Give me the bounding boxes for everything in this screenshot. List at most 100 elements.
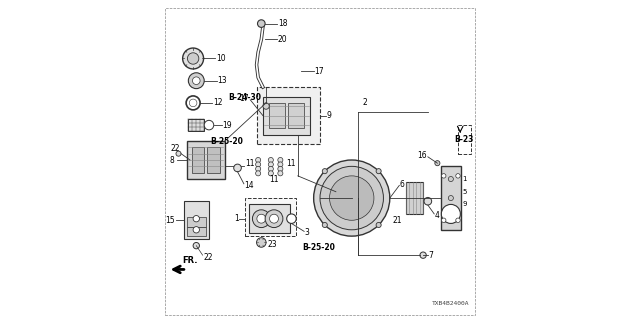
Circle shape (186, 96, 200, 110)
Circle shape (456, 218, 460, 222)
Circle shape (442, 204, 460, 223)
Circle shape (376, 222, 381, 228)
Text: 9: 9 (462, 201, 467, 207)
Bar (288, 103, 304, 128)
Text: 18: 18 (278, 19, 287, 28)
Circle shape (278, 162, 283, 167)
Text: 8: 8 (170, 156, 175, 164)
Circle shape (448, 196, 453, 201)
Circle shape (268, 162, 273, 167)
Text: TXB4B2400A: TXB4B2400A (431, 301, 469, 306)
Text: 17: 17 (239, 94, 248, 103)
Text: 14: 14 (244, 181, 254, 190)
Circle shape (182, 48, 204, 69)
Circle shape (323, 222, 327, 228)
Circle shape (435, 161, 440, 166)
Text: 6: 6 (400, 180, 405, 189)
Circle shape (442, 174, 446, 178)
Bar (406, 182, 423, 214)
Circle shape (278, 157, 283, 163)
Circle shape (420, 252, 426, 258)
Text: 23: 23 (268, 240, 277, 249)
Circle shape (252, 210, 270, 228)
Circle shape (448, 177, 453, 181)
Text: 15: 15 (165, 216, 175, 225)
Bar (188, 119, 204, 131)
Text: B-25-20: B-25-20 (303, 244, 335, 252)
Bar (187, 141, 225, 179)
Circle shape (278, 171, 283, 176)
Circle shape (263, 103, 269, 109)
Circle shape (456, 174, 460, 178)
Text: B-23: B-23 (454, 135, 474, 144)
Circle shape (323, 169, 327, 174)
Text: 11: 11 (269, 174, 279, 184)
Circle shape (265, 210, 283, 228)
Circle shape (268, 157, 273, 163)
Circle shape (278, 166, 283, 172)
Text: 22: 22 (170, 144, 180, 153)
Bar (440, 166, 461, 230)
Bar (187, 217, 206, 227)
Bar (191, 147, 204, 173)
Circle shape (320, 166, 383, 230)
Circle shape (269, 214, 278, 223)
Circle shape (255, 157, 260, 163)
Circle shape (188, 73, 204, 89)
Text: 7: 7 (429, 251, 433, 260)
Circle shape (193, 215, 200, 222)
Text: 10: 10 (216, 54, 225, 63)
Text: 2: 2 (363, 99, 367, 108)
Circle shape (193, 77, 200, 84)
Text: 20: 20 (278, 35, 287, 44)
Bar (246, 198, 296, 236)
Text: 12: 12 (212, 99, 222, 108)
Circle shape (376, 169, 381, 174)
Circle shape (193, 227, 200, 233)
Bar (263, 97, 310, 135)
Bar (187, 227, 206, 236)
Circle shape (442, 218, 446, 222)
Circle shape (268, 166, 273, 172)
Bar (269, 103, 285, 128)
Text: 4: 4 (435, 211, 440, 220)
Circle shape (424, 197, 431, 205)
Bar (458, 125, 470, 154)
Circle shape (255, 162, 260, 167)
Circle shape (188, 53, 199, 64)
Bar (184, 201, 209, 239)
Circle shape (255, 166, 260, 172)
Text: 16: 16 (417, 151, 428, 160)
Text: 3: 3 (305, 228, 310, 237)
Bar (248, 204, 290, 233)
Text: 1: 1 (462, 176, 467, 182)
Circle shape (268, 171, 273, 176)
Text: B-24-30: B-24-30 (228, 93, 261, 102)
Text: 19: 19 (222, 121, 232, 130)
Circle shape (287, 214, 296, 223)
Text: 11: 11 (246, 159, 255, 168)
Text: 17: 17 (314, 67, 324, 76)
Text: FR.: FR. (182, 256, 198, 265)
Circle shape (176, 151, 181, 156)
Bar (257, 87, 320, 144)
Text: 21: 21 (393, 216, 403, 225)
Circle shape (234, 164, 241, 172)
Circle shape (314, 160, 390, 236)
Text: 9: 9 (327, 111, 332, 120)
Circle shape (255, 171, 260, 176)
Circle shape (193, 243, 200, 249)
Text: B-25-20: B-25-20 (211, 137, 243, 146)
Circle shape (257, 238, 266, 247)
Text: 13: 13 (218, 76, 227, 85)
Text: 5: 5 (462, 189, 467, 195)
Circle shape (204, 120, 214, 130)
Circle shape (257, 20, 265, 28)
Circle shape (257, 214, 266, 223)
Circle shape (330, 176, 374, 220)
Circle shape (189, 99, 197, 107)
Bar (207, 147, 220, 173)
Text: 1: 1 (234, 214, 239, 223)
Text: 11: 11 (287, 159, 296, 168)
Text: 22: 22 (204, 253, 212, 262)
